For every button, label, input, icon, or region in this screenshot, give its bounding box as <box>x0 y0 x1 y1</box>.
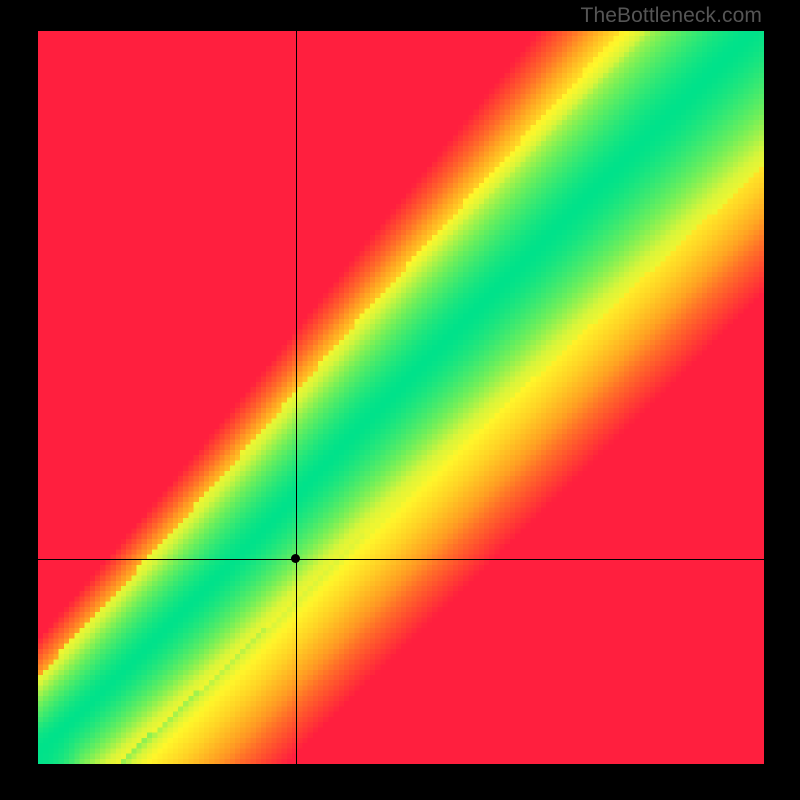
watermark-text: TheBottleneck.com <box>581 4 762 28</box>
crosshair-vertical <box>296 31 297 764</box>
crosshair-horizontal <box>38 559 764 560</box>
chart-container: TheBottleneck.com <box>0 0 800 800</box>
gradient-heatmap <box>38 31 764 764</box>
